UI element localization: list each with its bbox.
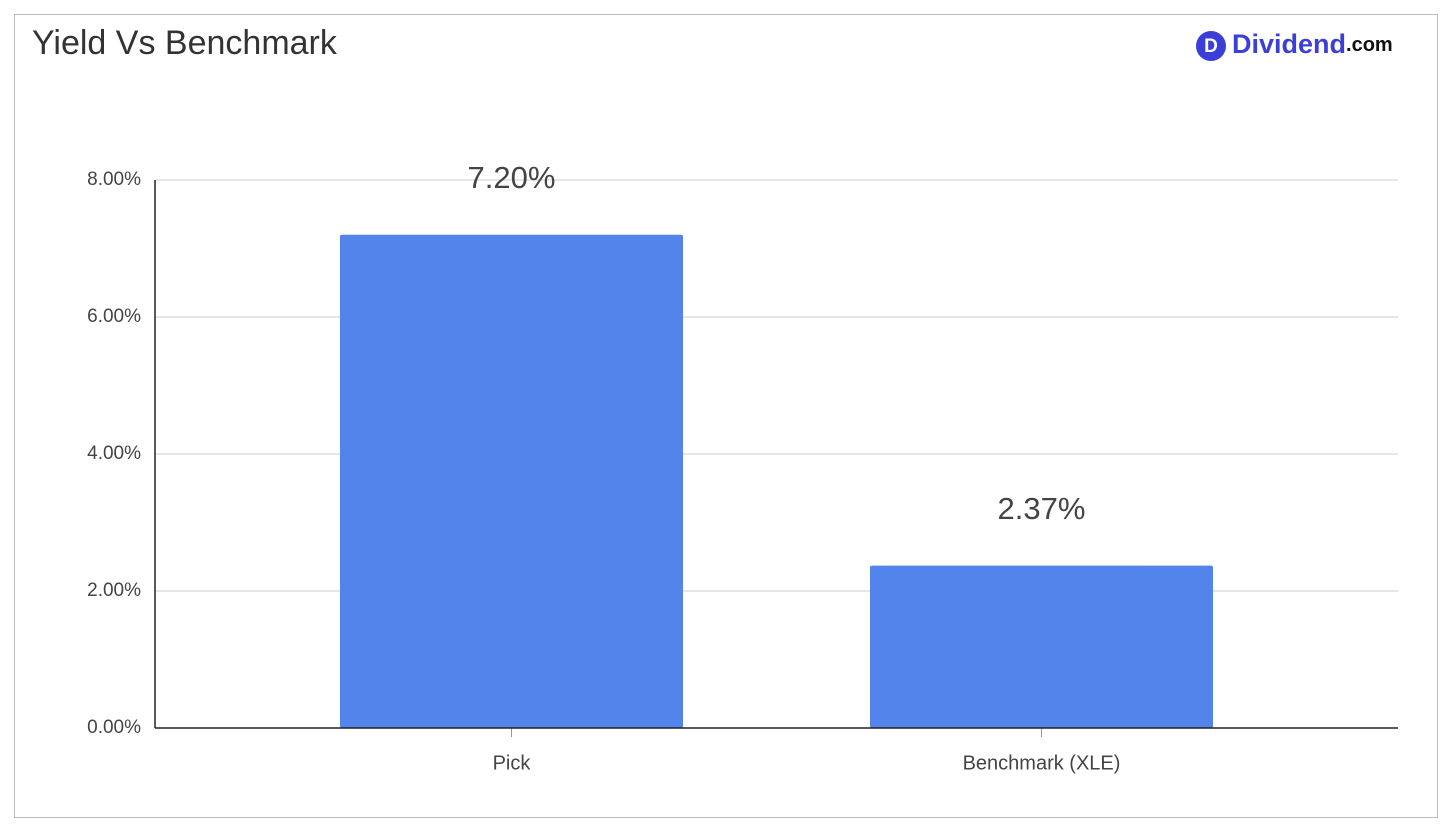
y-tick-label: 0.00% (87, 717, 141, 738)
bar (340, 234, 683, 729)
y-tick-label: 2.00% (87, 580, 141, 601)
brand-icon: D (1204, 36, 1218, 57)
chart-frame (14, 14, 1438, 818)
brand-name: Dividend (1232, 29, 1346, 59)
chart-title: Yield Vs Benchmark (32, 24, 338, 62)
x-tick-label: Pick (493, 752, 532, 774)
y-tick-label: 4.00% (87, 443, 141, 464)
brand-icon-bg (1196, 31, 1226, 61)
x-tick-label: Benchmark (XLE) (963, 752, 1121, 774)
value-label: 7.20% (468, 160, 556, 195)
value-label: 2.37% (998, 491, 1086, 526)
brand-suffix: .com (1346, 34, 1393, 56)
y-tick-label: 8.00% (87, 169, 141, 190)
bar (870, 565, 1213, 728)
brand: Dividend.com (1232, 29, 1393, 59)
y-tick-label: 6.00% (87, 306, 141, 327)
